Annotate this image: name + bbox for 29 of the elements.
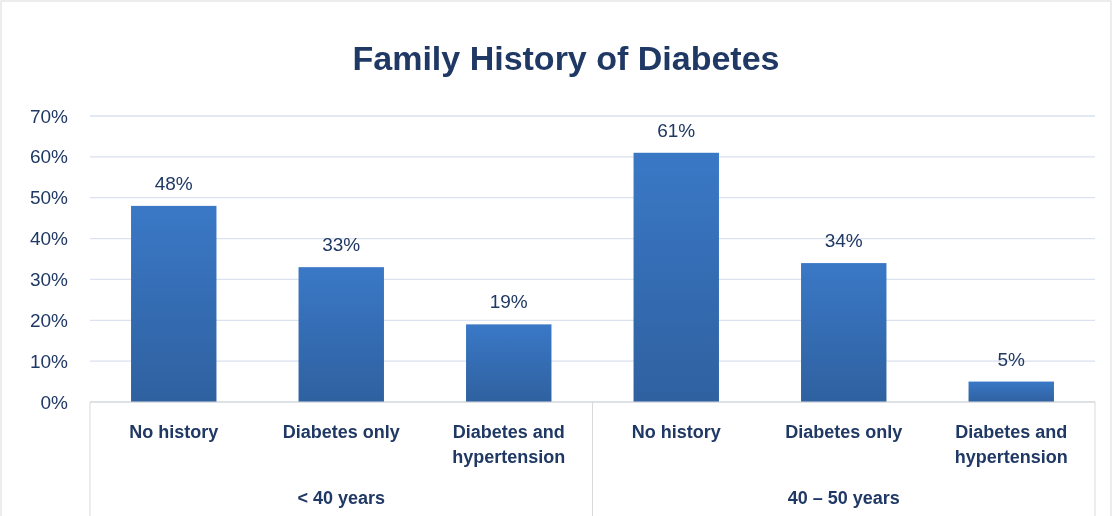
bar bbox=[131, 205, 217, 402]
x-tick-label: No history bbox=[631, 422, 721, 442]
bar bbox=[298, 267, 384, 402]
y-tick-label: 50% bbox=[29, 187, 69, 209]
y-tick-label: 70% bbox=[29, 105, 69, 127]
data-label: 5% bbox=[997, 348, 1026, 370]
y-tick-label: 20% bbox=[29, 309, 69, 331]
text: 40 – 50 years bbox=[787, 488, 900, 508]
x-tick-label: Diabetes and hypertension bbox=[954, 422, 1068, 467]
x-tick-label: No history bbox=[129, 422, 219, 442]
y-tick-label: 10% bbox=[29, 350, 69, 372]
y-tick-label: 30% bbox=[29, 269, 69, 291]
y-tick-label: 60% bbox=[29, 146, 69, 168]
chart-title: Family History of Diabetes bbox=[352, 39, 780, 77]
x-tick-label: Diabetes and hypertension bbox=[452, 422, 566, 467]
data-label: 48% bbox=[154, 172, 193, 194]
y-tick-label: 40% bbox=[29, 228, 69, 250]
data-label: 19% bbox=[489, 291, 528, 313]
x-tick-label: Diabetes only bbox=[785, 422, 903, 442]
bar bbox=[801, 263, 887, 402]
bar bbox=[633, 152, 719, 402]
data-label: 33% bbox=[322, 234, 361, 256]
data-label: 61% bbox=[657, 119, 696, 141]
y-tick-label: 0% bbox=[40, 391, 69, 413]
x-tick-label: Diabetes only bbox=[282, 422, 400, 442]
text: < 40 years bbox=[297, 488, 386, 508]
bar bbox=[466, 324, 552, 402]
data-label: 34% bbox=[824, 230, 863, 252]
bar bbox=[968, 381, 1054, 402]
